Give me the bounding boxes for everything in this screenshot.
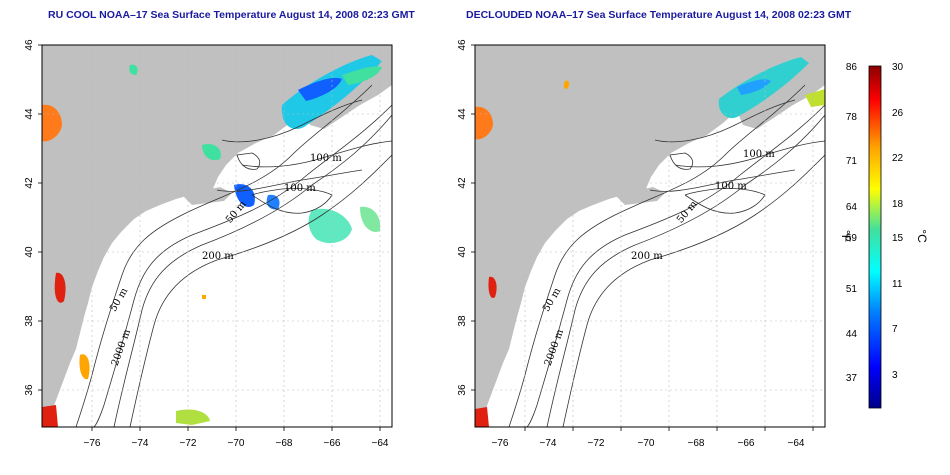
x-tick-label: −76 (84, 438, 101, 449)
right-y-axis: 46 44 42 40 38 36 (457, 39, 475, 396)
y-tick-label: 38 (457, 315, 468, 327)
x-tick-label: −72 (180, 438, 197, 449)
x-tick-label: −70 (638, 438, 655, 449)
celsius-tick-label: 18 (892, 199, 904, 210)
fahrenheit-tick-label: 37 (846, 373, 858, 384)
plot-frame (41, 44, 393, 428)
fahrenheit-ticks: 86 78 71 64 59 51 44 37 (846, 62, 858, 384)
left-map-panel: 100 m 100 m 50 m 200 m 50 m 2000 m (41, 44, 393, 428)
y-tick-label: 36 (24, 384, 35, 396)
left-x-axis: −76 −74 −72 −70 −68 −66 −64 (84, 427, 389, 449)
celsius-tick-label: 22 (892, 153, 904, 164)
right-map-panel: 100 m 100 m 50 m 200 m 50 m 2000 m (474, 44, 826, 428)
y-tick-label: 46 (24, 39, 35, 51)
x-tick-label: −66 (738, 438, 755, 449)
x-tick-label: −68 (276, 438, 293, 449)
y-tick-label: 42 (24, 177, 35, 189)
celsius-tick-label: 15 (892, 233, 904, 244)
fahrenheit-tick-label: 86 (846, 62, 858, 73)
x-tick-label: −68 (688, 438, 705, 449)
contour-label: 100 m (743, 149, 775, 160)
y-tick-label: 38 (24, 315, 35, 327)
left-panel-title: RU COOL NOAA–17 Sea Surface Temperature … (48, 9, 415, 21)
contour-label: 100 m (284, 183, 316, 194)
y-tick-label: 44 (457, 108, 468, 120)
x-tick-label: −74 (132, 438, 149, 449)
fahrenheit-unit-label: °F (839, 230, 853, 242)
plot-frame (474, 44, 826, 428)
y-tick-label: 42 (457, 177, 468, 189)
y-tick-label: 46 (457, 39, 468, 51)
contour-label: 200 m (631, 251, 663, 262)
celsius-tick-label: 26 (892, 108, 904, 119)
contour-label: 100 m (310, 153, 342, 164)
x-tick-label: −74 (540, 438, 557, 449)
x-tick-label: −70 (228, 438, 245, 449)
celsius-tick-label: 3 (892, 370, 898, 381)
x-tick-label: −64 (788, 438, 805, 449)
fahrenheit-tick-label: 44 (846, 329, 858, 340)
fahrenheit-tick-label: 78 (846, 112, 858, 123)
y-tick-label: 40 (457, 246, 468, 258)
y-tick-label: 40 (24, 246, 35, 258)
x-tick-label: −76 (492, 438, 509, 449)
colorbar: 86 78 71 64 59 51 44 37 30 26 22 18 15 1… (839, 62, 929, 409)
right-panel-title: DECLOUDED NOAA–17 Sea Surface Temperatur… (466, 9, 852, 21)
contour-label: 200 m (202, 251, 234, 262)
x-tick-label: −66 (324, 438, 341, 449)
left-y-axis: 46 44 42 40 38 36 (24, 39, 42, 396)
y-tick-label: 44 (24, 108, 35, 120)
celsius-tick-label: 11 (892, 279, 903, 290)
y-tick-label: 36 (457, 384, 468, 396)
x-tick-label: −64 (372, 438, 389, 449)
colorbar-gradient (868, 65, 882, 409)
fahrenheit-tick-label: 59 (846, 233, 858, 244)
celsius-tick-label: 30 (892, 62, 904, 73)
contour-label: 100 m (715, 181, 747, 192)
sst-patches (475, 57, 825, 427)
sst-patches (42, 55, 382, 427)
right-x-axis: −76 −74 −72 −70 −68 −66 −64 (492, 427, 814, 449)
celsius-unit-label: °C (915, 229, 929, 243)
fahrenheit-tick-label: 51 (846, 284, 858, 295)
fahrenheit-tick-label: 71 (846, 156, 858, 167)
celsius-ticks: 30 26 22 18 15 11 7 3 (892, 62, 904, 381)
celsius-tick-label: 7 (892, 324, 898, 335)
fahrenheit-tick-label: 64 (846, 202, 858, 213)
x-tick-label: −72 (588, 438, 605, 449)
